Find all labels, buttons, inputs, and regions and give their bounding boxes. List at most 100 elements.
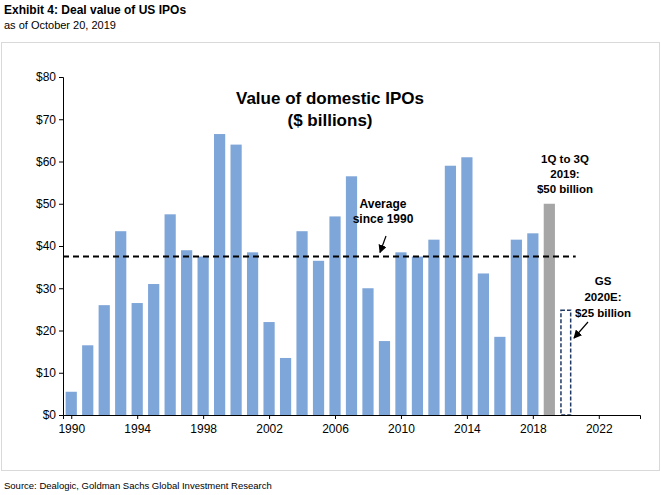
y-tick-label: $40 <box>36 239 56 253</box>
x-axis: 1990 1994 1998 2002 2006 2010 2014 2018 2022 <box>58 415 640 436</box>
annotation-2020-line: $25 billion <box>575 307 631 319</box>
average-label-line: since 1990 <box>353 212 414 226</box>
annotation-2020-arrow <box>574 322 588 338</box>
average-label: Averagesince 1990 <box>353 197 414 226</box>
bar <box>544 204 555 415</box>
y-tick-label: $0 <box>43 408 57 422</box>
y-tick-mark <box>59 119 63 120</box>
x-tick-mark <box>137 415 138 419</box>
chart: Exhibit 4: Deal value of US IPOsas of Oc… <box>0 0 661 495</box>
bar <box>214 134 225 415</box>
bar <box>66 392 77 415</box>
average-label-line: Average <box>360 197 407 211</box>
x-tick: 1998 <box>190 415 217 436</box>
bar <box>82 345 93 415</box>
annotation-2019-line: 2019: <box>550 168 579 180</box>
x-tick: 2014 <box>454 415 481 436</box>
bar <box>247 252 258 415</box>
y-tick-label: $60 <box>36 155 56 169</box>
bar <box>296 231 307 415</box>
plot-title: Value of domestic IPOs ($ billions) <box>236 89 424 130</box>
x-tick: 2018 <box>520 415 547 436</box>
y-tick-mark <box>59 331 63 332</box>
y-tick: $20 <box>36 324 63 338</box>
bar <box>511 240 522 415</box>
bar <box>313 261 324 415</box>
y-tick-label: $70 <box>36 113 56 127</box>
x-tick-mark <box>269 415 270 419</box>
y-tick-mark <box>59 373 63 374</box>
bar <box>181 250 192 415</box>
x-tick: 1990 <box>58 415 85 436</box>
annotation-2019-line: $50 billion <box>537 183 593 195</box>
series-0 <box>66 134 539 415</box>
series-1 <box>544 204 555 415</box>
bar <box>115 231 126 415</box>
x-tick-label: 2006 <box>322 422 349 436</box>
source: Source: Dealogic, Goldman Sachs Global I… <box>4 480 272 491</box>
x-tick-label: 1994 <box>124 422 151 436</box>
average-line <box>63 256 576 258</box>
plot-area <box>63 134 576 415</box>
plot-title-line: ($ billions) <box>288 111 373 130</box>
y-tick: $10 <box>36 366 63 380</box>
x-tick-mark <box>599 415 600 419</box>
y-tick-label: $50 <box>36 197 56 211</box>
x-tick-mark <box>467 415 468 419</box>
y-tick: $40 <box>36 239 63 253</box>
x-tick-label: 2022 <box>586 422 613 436</box>
bar <box>132 303 143 415</box>
x-tick-mark <box>335 415 336 419</box>
y-tick-mark <box>59 288 63 289</box>
y-tick-mark <box>59 77 63 78</box>
annotation-2020-line: GS <box>595 275 612 287</box>
y-tick-mark <box>59 162 63 163</box>
annotation-2020: GS 2020E: $25 billion <box>575 275 631 319</box>
bar <box>99 305 110 415</box>
bar <box>445 166 456 415</box>
x-tick-label: 1998 <box>190 422 217 436</box>
y-tick: $30 <box>36 282 63 296</box>
bar <box>428 240 439 415</box>
bar <box>527 233 538 415</box>
bar <box>412 257 423 415</box>
average-arrow <box>380 236 386 253</box>
x-tick-label: 2018 <box>520 422 547 436</box>
y-tick-label: $80 <box>36 70 56 84</box>
y-tick: $0 <box>43 408 63 422</box>
y-tick-mark <box>59 415 63 416</box>
x-tick-label: 1990 <box>58 422 85 436</box>
bar <box>478 273 489 415</box>
bar <box>561 310 571 415</box>
bar <box>280 358 291 415</box>
plot-title-line: Value of domestic IPOs <box>236 89 424 108</box>
x-tick-mark <box>71 415 72 419</box>
bar <box>165 214 176 415</box>
x-tick: 2002 <box>256 415 283 436</box>
bar <box>263 322 274 415</box>
series-2 <box>561 310 571 415</box>
x-tick-mark <box>203 415 204 419</box>
y-tick: $60 <box>36 155 63 169</box>
x-tick-mark <box>533 415 534 419</box>
bar <box>362 288 373 415</box>
y-tick: $80 <box>36 70 63 84</box>
y-tick-label: $30 <box>36 282 56 296</box>
annotation-2020-line: 2020E: <box>584 291 621 303</box>
x-tick: 2006 <box>322 415 349 436</box>
x-tick: 1994 <box>124 415 151 436</box>
header: Exhibit 4: Deal value of US IPOs <box>4 3 186 17</box>
y-tick: $70 <box>36 113 63 127</box>
frame <box>2 43 660 471</box>
bar <box>461 157 472 415</box>
annotation-2019-line: 1Q to 3Q <box>541 153 589 165</box>
x-tick-mark <box>401 415 402 419</box>
y-tick-mark <box>59 246 63 247</box>
y-axis: $0 $10 $20 $30 $40 $50 $60 $70 $80 <box>36 70 64 422</box>
x-tick-label: 2010 <box>388 422 415 436</box>
bar <box>329 216 340 415</box>
bar <box>198 257 209 415</box>
bar <box>230 145 241 415</box>
y-tick-label: $10 <box>36 366 56 380</box>
y-tick: $50 <box>36 197 63 211</box>
